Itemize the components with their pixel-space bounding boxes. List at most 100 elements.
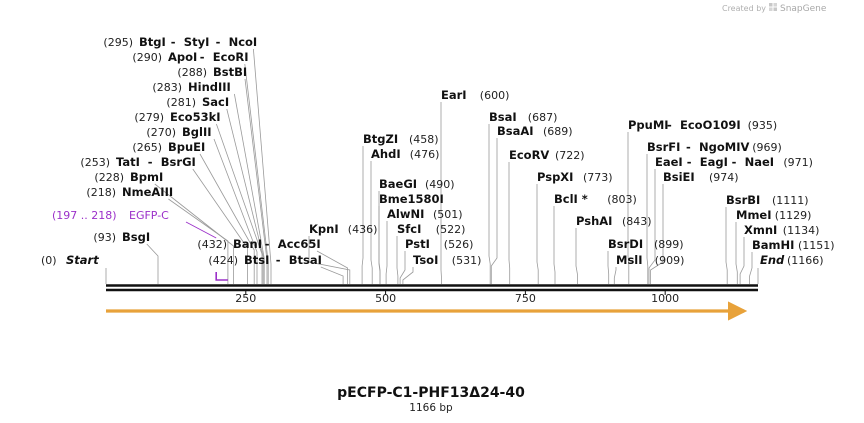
site-name: StyI xyxy=(184,35,210,49)
site-xmni[interactable]: (1134) XmnI xyxy=(744,223,819,237)
axis-tick-label: 250 xyxy=(235,292,256,305)
site-nmeaiii[interactable]: (218) NmeAIII xyxy=(86,185,173,199)
site-name: MslI xyxy=(616,253,643,267)
site-hindiii[interactable]: (283) HindIII xyxy=(152,80,230,94)
site-leader-line xyxy=(216,123,263,284)
site-position: (600) xyxy=(480,89,510,102)
site-tati[interactable]: (253) TatI - BsrGI xyxy=(80,155,195,169)
site-eco53ki[interactable]: (279) Eco53kI xyxy=(134,110,220,124)
site-position: (458) xyxy=(409,133,439,146)
site-bpmi[interactable]: (228) BpmI xyxy=(94,170,163,184)
site-name: BpuEI xyxy=(168,140,205,154)
site-leader-line xyxy=(575,228,578,284)
site-leader-line xyxy=(613,267,617,284)
site-apoi[interactable]: (290) ApoI - EcoRI xyxy=(132,50,248,64)
site-tsoi[interactable]: (531) TsoI xyxy=(413,253,481,267)
site-bsrfi[interactable]: (969) BsrFI - NgoMIV xyxy=(647,140,782,154)
site-position: (531) xyxy=(452,254,482,267)
feature-egfp-c[interactable]: (197 .. 218) EGFP-C xyxy=(52,209,228,281)
site-position: (773) xyxy=(583,171,613,184)
site-bstbi[interactable]: (288) BstBI xyxy=(177,65,247,79)
site-name: HindIII xyxy=(188,80,231,94)
site-leader-line xyxy=(488,124,491,284)
site-name-separator: - xyxy=(171,35,176,49)
site-name: KpnI xyxy=(309,222,339,236)
site-leader-line xyxy=(725,207,728,284)
site-ppumi[interactable]: (935) PpuMI- EcoO109I xyxy=(628,118,777,132)
site-leader-line xyxy=(508,162,511,284)
site-bsrbi[interactable]: (1111) BsrBI xyxy=(726,193,809,207)
site-name: BsiEI xyxy=(663,170,695,184)
site-leader-line xyxy=(646,154,649,284)
site-position: (1111) xyxy=(772,194,809,207)
site-bcli[interactable]: (803) BclI * xyxy=(554,192,637,206)
site-position: (689) xyxy=(543,125,573,138)
site-ecorv[interactable]: (722) EcoRV xyxy=(509,148,585,162)
site-name: Eco53kI xyxy=(170,110,221,124)
site-name: MmeI xyxy=(736,208,772,222)
site-msli[interactable]: (909) MslI xyxy=(616,253,684,267)
snapgene-logo-icon xyxy=(769,3,777,11)
site-btsi[interactable]: (424) BtsI - BtsaI xyxy=(208,253,322,267)
site-eaei[interactable]: (971)EaeI - EagI - NaeI xyxy=(655,155,813,169)
site-bsgi[interactable]: (93) BsgI xyxy=(93,230,150,244)
site-sfci[interactable]: (522) SfcI xyxy=(397,222,465,236)
site-leader-line xyxy=(146,243,159,284)
site-position: (974) xyxy=(709,171,739,184)
site-leader-line xyxy=(154,183,234,284)
site-bsrdi[interactable]: (899) BsrDI xyxy=(608,237,684,251)
site-pspxi[interactable]: (773) PspXI xyxy=(537,170,613,184)
site-name: BtgI xyxy=(139,35,166,49)
site-eari[interactable]: (600) EarI xyxy=(441,88,509,102)
site-position: (501) xyxy=(433,208,463,221)
site-bani[interactable]: (432) BanI - Acc65I xyxy=(197,237,320,251)
site-position: (281) xyxy=(166,96,196,109)
site-leader-line xyxy=(399,251,406,284)
site-position: (295) xyxy=(103,36,133,49)
site-btgi[interactable]: (295) BtgI - StyI - NcoI xyxy=(103,35,257,49)
site-name: BglII xyxy=(182,125,212,139)
site-name: AhdI xyxy=(371,147,401,161)
site-name-separator: - xyxy=(148,155,153,169)
site-mmei[interactable]: (1129)MmeI xyxy=(736,208,811,222)
site-psti[interactable]: (526) PstI xyxy=(405,237,473,251)
site-name: PshAI xyxy=(576,214,612,228)
site-bsai[interactable]: (687) BsaI xyxy=(489,110,557,124)
site-leader-line xyxy=(650,184,664,284)
site-bglii[interactable]: (270) BglII xyxy=(146,125,211,139)
site-leader-line xyxy=(199,153,255,284)
site-leader-line xyxy=(244,78,268,284)
site-name: EcoRI xyxy=(213,50,249,64)
site-leader-line xyxy=(308,236,351,284)
site-name: TsoI xyxy=(413,253,438,267)
site-bamhi[interactable]: (1151) BamHI xyxy=(752,238,835,252)
site-bsiei[interactable]: (974) BsiEI xyxy=(663,170,739,184)
site-name: BsrGI xyxy=(161,155,196,169)
site-kpni[interactable]: (436) KpnI xyxy=(309,222,377,236)
site-baegi[interactable]: (490) BaeGI xyxy=(379,177,455,191)
site-position: (722) xyxy=(555,149,585,162)
site-position: (1151) xyxy=(798,239,835,252)
site-name: BtsI xyxy=(244,253,269,267)
site-position: (436) xyxy=(348,223,378,236)
site-position: (288) xyxy=(177,66,207,79)
site-name: PstI xyxy=(405,237,430,251)
site-leader-line xyxy=(226,108,264,284)
site-ahdi[interactable]: (476) AhdI xyxy=(371,147,439,161)
site-bpuei[interactable]: (265) BpuEI xyxy=(132,140,205,154)
site-name: BpmI xyxy=(130,170,163,184)
site-alwni[interactable]: (501) AlwNI xyxy=(387,207,463,221)
site-name: AlwNI xyxy=(387,207,424,221)
site-saci[interactable]: (281) SacI xyxy=(166,95,229,109)
site-bsaai[interactable]: (689) BsaAI xyxy=(497,124,573,138)
site-name: BsrBI xyxy=(726,193,760,207)
feature-name: EGFP-C xyxy=(129,209,169,222)
site-btgzi[interactable]: (458) BtgZI xyxy=(363,132,439,146)
site-pshai[interactable]: (843) PshAI xyxy=(576,214,652,228)
site-leader-line xyxy=(316,250,348,284)
site-name: BclI * xyxy=(554,192,588,206)
site-position: (253) xyxy=(80,156,110,169)
site-bme1580i[interactable]: Bme1580I xyxy=(379,192,444,206)
site-leader-line xyxy=(192,168,248,284)
